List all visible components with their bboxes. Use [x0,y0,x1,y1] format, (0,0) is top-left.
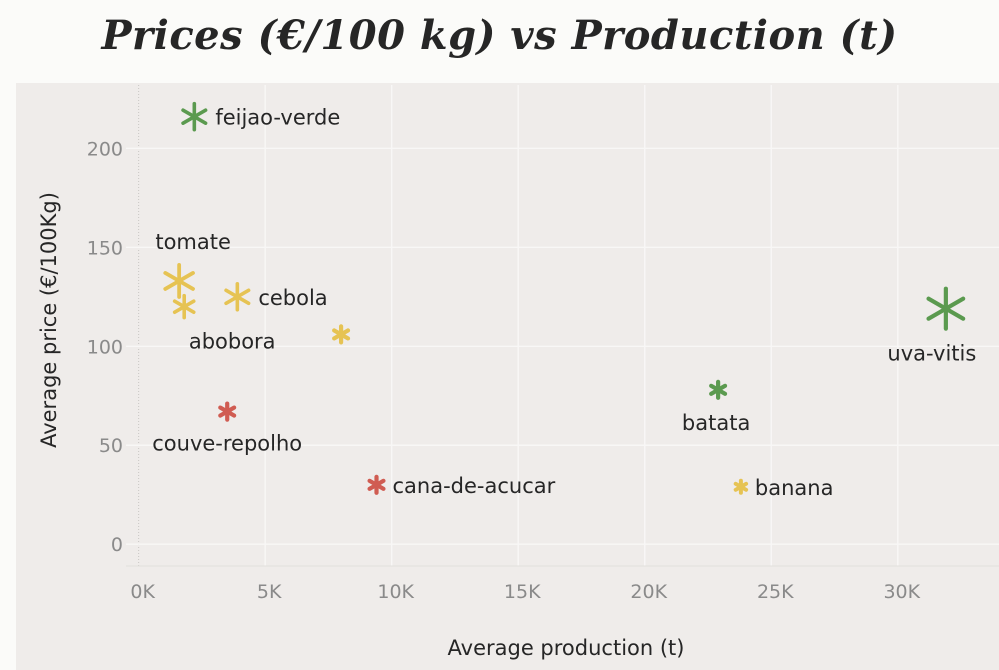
point-label: abobora [189,330,276,354]
plot-background [16,83,999,670]
point-abobora [172,293,196,320]
point-label: cana-de-acucar [393,474,556,498]
y-tick-label: 50 [99,435,123,457]
point-banana [733,478,749,495]
point-labels: feijao-verde tomate cebola abobora couve-rep… [152,106,976,500]
x-tick-label: 25K [757,581,794,603]
chart-title: Prices (€/100 kg) vs Production (t) [101,12,898,59]
y-tick-label: 200 [87,138,123,160]
axes: 0K 5K 10K 15K 20K 25K 30K 0 50 100 150 200 [87,138,999,603]
x-tick-label: 15K [504,581,541,603]
point-couve-repolho [218,401,237,422]
point-label: tomate [155,230,231,254]
data-points [163,101,966,495]
x-tick-label: 5K [257,581,282,603]
y-axis-title: Average price (€/100Kg) [37,192,61,448]
point-label: banana [755,476,834,500]
x-tick-label: 0K [130,581,155,603]
point-batata [709,379,728,400]
grid-lines [126,85,999,566]
x-tick-label: 10K [377,581,414,603]
point-label: cebola [258,286,327,310]
point-tomate [163,263,195,299]
point-label: uva-vitis [887,342,976,366]
y-tick-label: 0 [111,534,123,556]
x-axis-title: Average production (t) [448,636,685,660]
x-tick-label: 20K [630,581,667,603]
point-feijao-verde [181,101,208,132]
x-tick-label: 30K [883,581,920,603]
point-unlabeled [332,324,351,345]
point-label: batata [682,411,750,435]
point-cana-de-acucar [367,474,386,495]
point-label: couve-repolho [152,432,302,456]
point-label: feijao-verde [215,106,340,130]
y-tick-label: 150 [87,237,123,259]
y-tick-label: 100 [87,336,123,358]
point-uva-vitis [926,286,966,331]
point-cebola [224,281,251,312]
